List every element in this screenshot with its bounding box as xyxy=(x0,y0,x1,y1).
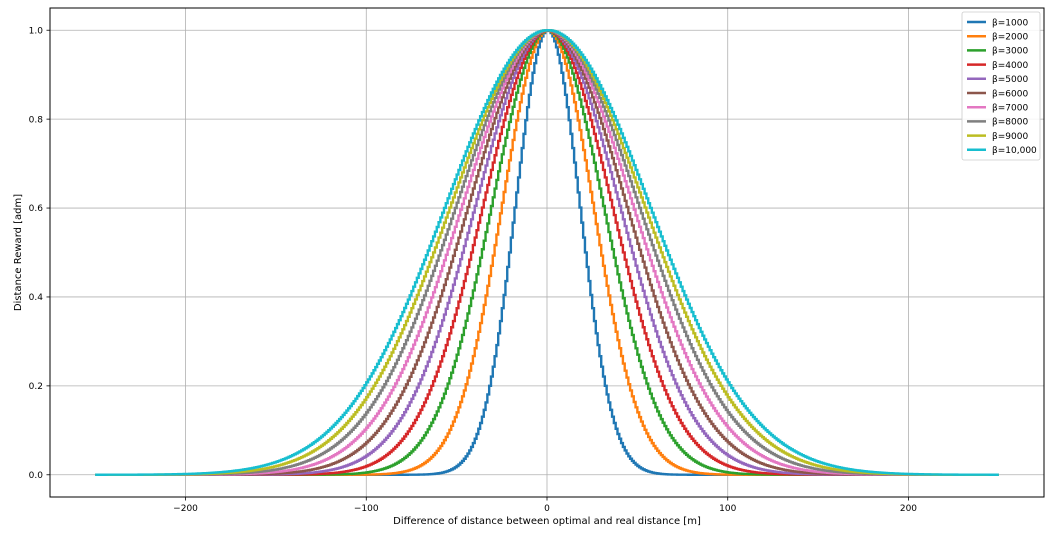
x-tick-label: 100 xyxy=(719,504,736,514)
x-tick-label: −200 xyxy=(173,504,198,514)
legend-label: β=5000 xyxy=(992,75,1028,85)
y-tick-label: 0.2 xyxy=(29,382,43,392)
legend-label: β=4000 xyxy=(992,61,1028,71)
y-tick-label: 0.8 xyxy=(29,115,44,125)
x-tick-label: 200 xyxy=(900,504,917,514)
legend-label: β=6000 xyxy=(992,89,1028,99)
y-axis-label: Distance Reward [adm] xyxy=(13,194,24,311)
legend-label: β=7000 xyxy=(992,104,1028,114)
legend-label: β=1000 xyxy=(992,18,1028,28)
y-tick-label: 1.0 xyxy=(29,26,44,36)
legend-label: β=8000 xyxy=(992,118,1028,128)
y-tick-label: 0.6 xyxy=(29,204,44,214)
legend-label: β=9000 xyxy=(992,132,1028,142)
legend-label: β=2000 xyxy=(992,33,1028,43)
legend: β=1000 β=2000 β=3000 β=4000 β=5000 β=6000 β=70… xyxy=(962,12,1040,160)
x-tick-label: −100 xyxy=(354,504,379,514)
y-tick-label: 0.0 xyxy=(29,471,44,481)
legend-label: β=10,000 xyxy=(992,146,1037,156)
x-axis-label: Difference of distance between optimal a… xyxy=(393,516,701,527)
x-tick-label: 0 xyxy=(544,504,550,514)
y-tick-label: 0.4 xyxy=(29,293,44,303)
axis-ticks: −200 −100 0 100 200 0.0 0.2 0.4 0.6 0.8 1.0 xyxy=(29,26,918,514)
grid xyxy=(50,8,1044,497)
legend-label: β=3000 xyxy=(992,47,1028,57)
